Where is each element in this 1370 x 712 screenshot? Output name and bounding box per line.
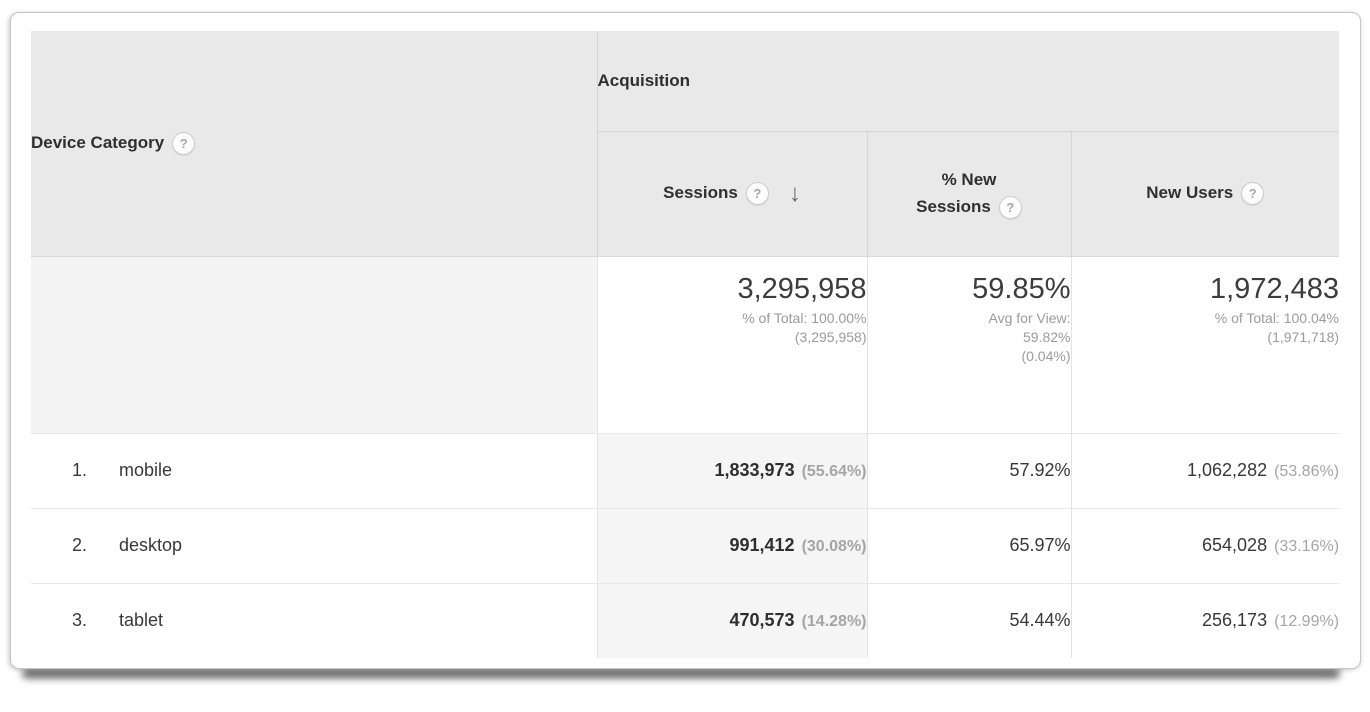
sessions-cell: 991,412 (30.08%) — [596, 507, 867, 583]
table-row-tablet: 3. tablet 470,573 (14.28%) 54.44% 256,173 (… — [31, 582, 1340, 658]
new-users-percent: (12.99%) — [1274, 613, 1340, 631]
device-category-label: Device Category — [31, 132, 165, 152]
sessions-label: Sessions — [663, 182, 738, 202]
new-users-cell: 256,173 (12.99%) — [1070, 582, 1340, 658]
sessions-total-subline: % of Total: 100.00% — [742, 309, 867, 326]
new-users-value: 256,173 — [1202, 610, 1268, 631]
group-header-row: Device Category? Acquisition — [31, 31, 1340, 256]
new-users-percent: (33.16%) — [1274, 538, 1340, 555]
percent-new-sessions-total-subline: (0.04%) — [1021, 347, 1071, 364]
sessions-percent: (55.64%) — [801, 463, 867, 480]
totals-row: 3,295,958 % of Total: 100.00% (3,295,958… — [31, 255, 1340, 433]
percent-new-sessions-cell: 65.97% — [866, 507, 1071, 583]
screenshot-card: Device Category? Acquisition Sessions? ↓ … — [10, 12, 1361, 669]
sessions-percent: (14.28%) — [801, 613, 867, 631]
percent-new-sessions-total-subline: 59.82% — [1023, 328, 1071, 345]
help-icon[interactable]: ? — [172, 131, 196, 155]
percent-new-sessions-label: % New Sessions — [916, 170, 997, 216]
new-users-total-subline: % of Total: 100.04% — [1214, 309, 1340, 326]
percent-new-sessions-value: 57.92% — [1009, 460, 1071, 480]
dimension-cell: 1. mobile — [31, 432, 597, 508]
table-row-desktop: 2. desktop 991,412 (30.08%) 65.97% 654,028… — [31, 507, 1340, 583]
device-category-column-header[interactable]: Device Category? — [31, 31, 597, 256]
row-index: 1. — [72, 460, 88, 480]
new-users-total-value: 1,972,483 — [1210, 272, 1340, 305]
totals-percent-new-sessions-cell: 59.85% Avg for View: 59.82% (0.04%) — [866, 255, 1071, 433]
dimension-cell: 2. desktop — [31, 507, 597, 583]
percent-new-sessions-cell: 54.44% — [866, 582, 1071, 658]
percent-new-sessions-total-subline: Avg for View: — [988, 309, 1071, 326]
sessions-cell: 470,573 (14.28%) — [596, 582, 867, 658]
acquisition-table: Device Category? Acquisition Sessions? ↓ … — [31, 31, 1340, 658]
metric-header-row: Sessions? ↓ % New Sessions? New Users? — [31, 131, 1340, 256]
sessions-column-header[interactable]: Sessions? ↓ — [596, 131, 867, 256]
sessions-value: 991,412 — [729, 535, 795, 555]
row-index: 3. — [72, 610, 88, 631]
percent-new-sessions-value: 65.97% — [1009, 535, 1071, 555]
acquisition-label: Acquisition — [597, 70, 691, 90]
percent-new-sessions-column-header[interactable]: % New Sessions? — [866, 131, 1071, 256]
sort-descending-icon: ↓ — [788, 180, 801, 207]
new-users-total-subline: (1,971,718) — [1267, 328, 1340, 345]
percent-new-sessions-total-value: 59.85% — [972, 272, 1071, 305]
percent-new-sessions-value: 54.44% — [1009, 610, 1071, 631]
table-row-mobile: 1. mobile 1,833,973 (55.64%) 57.92% 1,062,… — [31, 432, 1340, 508]
sessions-percent: (30.08%) — [801, 538, 867, 555]
new-users-percent: (53.86%) — [1274, 463, 1340, 480]
sessions-total-value: 3,295,958 — [737, 272, 867, 305]
acquisition-group-header: Acquisition — [596, 31, 1340, 132]
row-index: 2. — [72, 535, 88, 555]
sessions-value: 1,833,973 — [714, 460, 795, 480]
card-bottom-shadow — [22, 669, 1340, 678]
sessions-total-subline: (3,295,958) — [794, 328, 867, 345]
device-name: desktop — [119, 535, 183, 555]
new-users-cell: 1,062,282 (53.86%) — [1070, 432, 1340, 508]
totals-sessions-cell: 3,295,958 % of Total: 100.00% (3,295,958… — [596, 255, 867, 433]
help-icon[interactable]: ? — [745, 182, 769, 205]
new-users-column-header[interactable]: New Users? — [1070, 131, 1340, 256]
new-users-value: 1,062,282 — [1187, 460, 1268, 480]
dimension-cell: 3. tablet — [31, 582, 597, 658]
device-name: mobile — [119, 460, 173, 480]
new-users-cell: 654,028 (33.16%) — [1070, 507, 1340, 583]
sessions-cell: 1,833,973 (55.64%) — [596, 432, 867, 508]
percent-new-sessions-cell: 57.92% — [866, 432, 1071, 508]
new-users-value: 654,028 — [1202, 535, 1268, 555]
device-name: tablet — [119, 610, 164, 631]
sessions-value: 470,573 — [729, 610, 795, 631]
help-icon[interactable]: ? — [1241, 182, 1265, 205]
totals-new-users-cell: 1,972,483 % of Total: 100.04% (1,971,718… — [1070, 255, 1340, 433]
totals-dimension-cell — [31, 255, 597, 433]
new-users-label: New Users — [1146, 182, 1234, 202]
percent-new-sessions-label-wrap: % New Sessions? — [908, 167, 1030, 220]
help-icon[interactable]: ? — [998, 195, 1022, 219]
